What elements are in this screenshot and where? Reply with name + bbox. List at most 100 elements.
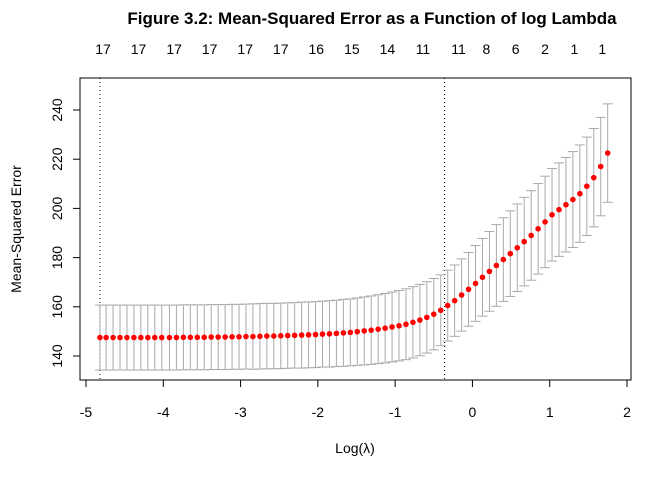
top-axis-label: 11 bbox=[416, 41, 431, 57]
mse-point bbox=[291, 332, 298, 339]
x-tick-label: -2 bbox=[312, 404, 325, 420]
mse-points bbox=[97, 150, 611, 341]
mse-point bbox=[584, 183, 590, 190]
mse-point bbox=[528, 232, 534, 239]
top-axis-label: 15 bbox=[344, 41, 360, 57]
x-tick-label: 2 bbox=[623, 404, 631, 420]
mse-point bbox=[243, 333, 249, 340]
mse-point bbox=[312, 331, 319, 338]
mse-point bbox=[305, 332, 312, 338]
y-tick-label: 140 bbox=[49, 344, 65, 368]
mse-point bbox=[236, 334, 242, 340]
mse-point bbox=[250, 333, 256, 340]
x-tick-label: -3 bbox=[234, 404, 247, 420]
mse-point bbox=[194, 334, 201, 341]
mse-point bbox=[444, 302, 451, 309]
top-axis-label: 1 bbox=[571, 41, 579, 57]
mse-point bbox=[430, 311, 437, 317]
y-tick-label: 200 bbox=[49, 197, 65, 221]
mse-point bbox=[117, 334, 123, 341]
mse-point bbox=[437, 307, 444, 314]
mse-point bbox=[138, 334, 144, 341]
mse-point bbox=[110, 334, 116, 341]
mse-point bbox=[417, 317, 423, 323]
mse-point bbox=[180, 334, 187, 341]
mse-point bbox=[486, 268, 493, 275]
mse-point bbox=[521, 238, 528, 245]
top-axis-label: 2 bbox=[541, 41, 549, 57]
mse-point bbox=[556, 206, 562, 213]
top-axis: 17 17 17 17 17 17 16 15 14 11 11 8 6 2 1 1 bbox=[95, 41, 606, 57]
mse-point bbox=[465, 286, 472, 293]
mse-point bbox=[590, 174, 597, 181]
mse-point bbox=[229, 334, 235, 340]
mse-point bbox=[257, 333, 263, 340]
mse-point bbox=[493, 262, 500, 269]
mse-point bbox=[604, 150, 611, 156]
mse-point bbox=[403, 321, 409, 328]
mse-point bbox=[577, 190, 583, 197]
mse-point bbox=[103, 334, 109, 341]
mse-point bbox=[97, 334, 103, 341]
top-axis-label: 6 bbox=[512, 41, 520, 57]
mse-point bbox=[451, 297, 458, 304]
top-axis-label: 14 bbox=[380, 41, 396, 57]
y-tick-label: 240 bbox=[49, 98, 65, 122]
mse-point bbox=[424, 314, 430, 321]
top-axis-label: 8 bbox=[482, 41, 490, 57]
mse-point bbox=[333, 330, 340, 337]
mse-point bbox=[347, 329, 354, 336]
y-tick-label: 180 bbox=[49, 246, 65, 270]
x-axis: -5 -4 -3 -2 -1 0 1 2 bbox=[80, 379, 631, 420]
mse-point bbox=[410, 319, 416, 326]
y-tick-label: 220 bbox=[49, 147, 65, 171]
mse-point bbox=[187, 334, 194, 341]
mse-point bbox=[222, 334, 228, 340]
mse-point bbox=[124, 334, 130, 341]
mse-point bbox=[326, 331, 333, 337]
y-tick-label: 160 bbox=[49, 295, 65, 319]
mse-point bbox=[389, 324, 395, 330]
top-axis-label: 17 bbox=[131, 41, 147, 57]
mse-point bbox=[396, 322, 402, 329]
x-tick-label: -4 bbox=[157, 404, 170, 420]
mse-point bbox=[340, 330, 347, 336]
mse-point bbox=[208, 334, 215, 340]
mse-point bbox=[215, 334, 221, 340]
x-tick-label: -1 bbox=[389, 404, 402, 420]
mse-point bbox=[375, 326, 381, 332]
mse-point bbox=[549, 211, 555, 218]
mse-point bbox=[158, 334, 165, 341]
chart-title: Figure 3.2: Mean-Squared Error as a Func… bbox=[127, 9, 617, 28]
mse-point bbox=[151, 334, 158, 341]
top-axis-label: 17 bbox=[273, 41, 289, 57]
mse-point bbox=[570, 196, 576, 203]
mse-point bbox=[271, 333, 277, 339]
y-axis-title: Mean-Squared Error bbox=[8, 165, 24, 293]
x-axis-title: Log(λ) bbox=[335, 440, 375, 456]
mse-point bbox=[354, 328, 361, 335]
mse-point bbox=[131, 334, 137, 341]
mse-point bbox=[535, 226, 541, 232]
mse-point bbox=[500, 256, 507, 263]
top-axis-label: 17 bbox=[202, 41, 218, 57]
top-axis-label: 11 bbox=[451, 41, 466, 57]
x-tick-label: -5 bbox=[80, 404, 93, 420]
mse-point bbox=[382, 325, 388, 332]
mse-point bbox=[145, 334, 151, 341]
mse-point bbox=[542, 219, 548, 225]
top-axis-label: 17 bbox=[95, 41, 111, 57]
mse-point bbox=[298, 332, 305, 338]
mse-point bbox=[173, 334, 180, 341]
mse-point bbox=[458, 292, 465, 298]
mse-point bbox=[166, 334, 173, 341]
mse-point bbox=[479, 274, 486, 281]
y-axis: 140 160 180 200 220 240 bbox=[49, 98, 81, 368]
top-axis-label: 17 bbox=[166, 41, 182, 57]
mse-point bbox=[277, 333, 284, 339]
mse-point bbox=[201, 334, 208, 341]
mse-point bbox=[284, 332, 291, 339]
x-tick-label: 1 bbox=[546, 404, 554, 420]
top-axis-label: 17 bbox=[237, 41, 253, 57]
